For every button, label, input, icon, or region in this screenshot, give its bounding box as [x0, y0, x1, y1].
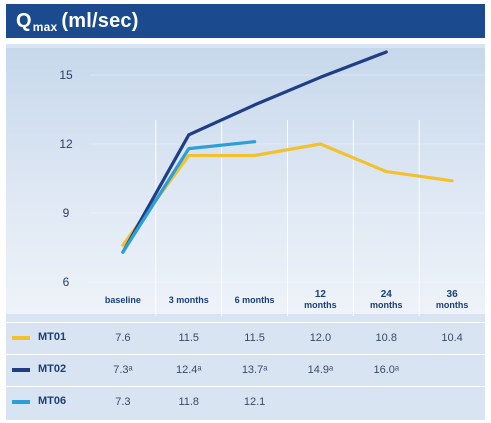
table-cell: 7.6 — [115, 332, 131, 344]
table-cell: 7.3 — [115, 396, 131, 408]
data-table: MT01 7.6 11.5 11.5 12.0 10.8 10.4 MT02 7.3ᵃ 12.4ᵃ… — [6, 322, 485, 418]
table-cell: 7.3ᵃ — [113, 364, 133, 376]
x-tick-label: 6 months — [235, 295, 275, 305]
x-tick-label: 36 — [447, 289, 459, 300]
title-main: Q — [16, 10, 32, 32]
x-tick-label: 3 months — [169, 295, 209, 305]
title-unit: (ml/sec) — [61, 10, 139, 32]
table-cell: 12.0 — [309, 332, 332, 344]
legend-swatch — [12, 336, 30, 340]
legend-swatch — [12, 400, 30, 404]
table-row: MT06 7.3 11.8 12.1 — [6, 386, 485, 418]
x-tick-label: months — [370, 300, 403, 310]
series-line-mt02 — [121, 50, 388, 254]
series-name: MT01 — [38, 331, 67, 343]
table-row: MT02 7.3ᵃ 12.4ᵃ 13.7ᵃ 14.9ᵃ 16.0ᵃ — [6, 354, 485, 386]
series-line-mt01 — [121, 142, 454, 247]
plot-area-background — [6, 48, 485, 314]
x-tick-label: baseline — [105, 295, 141, 305]
table-cell: 11.5 — [244, 332, 265, 344]
table-cell: 13.7ᵃ — [241, 364, 268, 376]
y-tick-label: 9 — [63, 206, 70, 220]
table-cell: 16.0ᵃ — [373, 364, 399, 376]
y-tick-label: 6 — [63, 275, 70, 289]
table-row: MT01 7.6 11.5 11.5 12.0 10.8 10.4 — [6, 322, 485, 354]
x-tick-label: months — [436, 300, 469, 310]
title-subscript: max — [32, 20, 58, 34]
series-name: MT02 — [38, 363, 67, 375]
legend-swatch — [12, 368, 30, 372]
x-tick-label: months — [304, 300, 337, 310]
x-tick-label: 12 — [315, 289, 327, 300]
chart-title: Qmax (ml/sec) — [16, 10, 139, 34]
table-cell: 10.4 — [441, 332, 463, 344]
table-cell: 14.9ᵃ — [307, 364, 334, 376]
table-cell: 10.8 — [375, 332, 397, 344]
table-cell: 12.4ᵃ — [175, 364, 202, 376]
table-cell: 12.1 — [243, 396, 266, 408]
chart-header: Qmax (ml/sec) — [6, 4, 485, 38]
y-tick-label: 12 — [59, 137, 73, 151]
x-tick-label: 24 — [381, 289, 393, 300]
y-tick-label: 15 — [59, 68, 73, 82]
table-cell: 11.8 — [178, 396, 200, 408]
series-name: MT06 — [38, 395, 67, 407]
series-line-mt06 — [121, 140, 257, 254]
table-cell: 11.5 — [178, 332, 200, 344]
